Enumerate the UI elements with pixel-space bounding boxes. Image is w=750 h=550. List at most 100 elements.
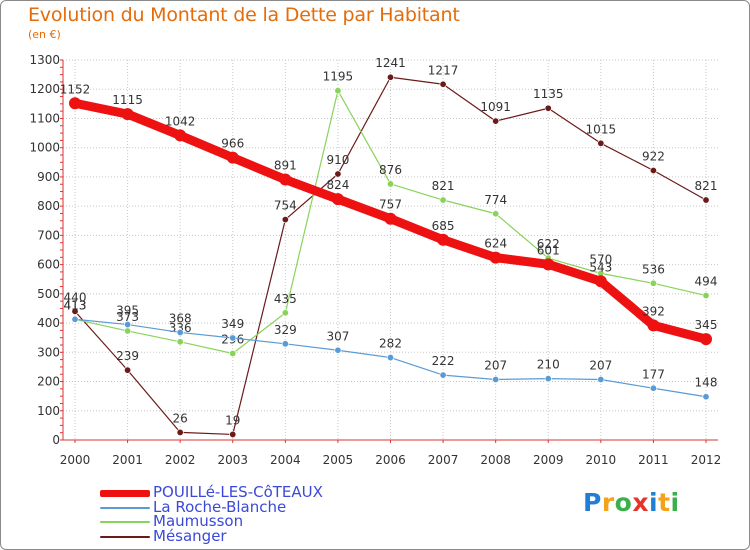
data-label: 910 [326,153,349,167]
data-label: 26 [173,411,188,425]
data-label: 1241 [375,56,406,70]
series-pouill-les-c-teaux: 1152 1115 1042 966 891 824 757 685 624 601 543 392 3… [60,82,717,346]
data-label: 570 [589,252,612,266]
data-point [281,340,289,348]
data-label: 754 [274,199,297,213]
data-label: 1042 [165,114,196,128]
x-tick-label: 2000 [60,453,91,467]
y-tick-label: 700 [37,228,60,242]
legend-swatch-maumusson [100,521,150,523]
logo-letter: o [614,488,633,517]
x-tick-label: 2008 [480,453,511,467]
x-tick-label: 2001 [112,453,143,467]
x-tick-label: 2011 [638,453,669,467]
data-point [281,216,289,224]
data-point [124,327,132,335]
data-label: 543 [589,260,612,274]
data-point [542,258,555,271]
data-label: 222 [432,354,455,368]
data-label: 413 [64,298,87,312]
data-point [384,212,397,225]
data-label: 1217 [428,63,459,77]
legend-label-maumusson: Maumusson [153,512,244,530]
data-point [702,292,710,300]
legend-label-mesanger: Mésanger [153,526,227,545]
data-point [279,173,292,186]
data-label: 413 [64,298,87,312]
data-point [439,80,447,88]
data-label: 210 [537,358,560,372]
logo-letter: r [601,488,615,517]
data-label: 966 [221,137,244,151]
data-label: 622 [537,237,560,251]
data-point [176,328,184,336]
data-point [281,309,289,317]
data-point [334,170,342,178]
data-label: 685 [432,219,455,233]
data-point [226,151,239,164]
y-tick-label: 1300 [29,53,60,67]
data-point [544,375,552,383]
x-tick-label: 2002 [165,453,196,467]
data-label: 1115 [112,93,143,107]
data-point [437,233,450,246]
data-point [700,333,712,346]
data-point [597,139,605,147]
data-label: 177 [642,367,665,381]
logo-letter: i [649,488,659,517]
data-label: 494 [695,275,718,289]
data-point [544,104,552,112]
data-point [174,129,187,142]
data-point [649,279,657,287]
data-label: 891 [274,159,297,173]
y-tick-label: 200 [37,375,60,389]
y-tick-label: 800 [37,199,60,213]
data-label: 1091 [480,100,511,114]
data-label: 395 [116,304,139,318]
x-tick-label: 2006 [375,453,406,467]
data-point [124,321,132,329]
x-tick-label: 2007 [428,453,459,467]
x-tick-label: 2010 [586,453,617,467]
data-label: 1015 [586,122,617,136]
data-point [334,346,342,354]
data-label: 922 [642,149,665,163]
x-tick-label: 2012 [691,453,722,467]
data-point [229,349,237,357]
y-tick-label: 400 [37,316,60,330]
data-label: 349 [221,317,244,331]
data-point [649,166,657,174]
y-tick-label: 0 [52,433,60,447]
data-point [69,97,81,110]
data-point [71,315,79,323]
chart-subtitle: (en €) [28,28,61,41]
data-point [334,87,342,95]
y-tick-label: 1200 [29,82,60,96]
data-point [331,193,344,206]
data-point [176,338,184,346]
data-point [492,375,500,383]
legend-label-pouille: POUILLé-LES-CôTEAUX [153,483,323,501]
data-label: 1195 [323,70,354,84]
legend-label-la-roche-blanche: La Roche-Blanche [153,497,287,516]
data-label: 821 [695,179,718,193]
chart-title: Evolution du Montant de la Dette par Hab… [28,4,460,26]
data-point [702,196,710,204]
y-tick-label: 300 [37,345,60,359]
data-point [71,307,79,315]
y-tick-label: 100 [37,404,60,418]
data-label: 19 [225,413,240,427]
data-label: 368 [169,311,192,325]
logo-letter: i [670,488,680,517]
y-tick-label: 900 [37,170,60,184]
data-point [492,117,500,125]
data-label: 148 [695,376,718,390]
data-point [229,430,237,438]
data-point [176,428,184,436]
logo-letter: x [632,488,649,517]
data-label: 207 [484,358,507,372]
logo-letter: P [583,488,602,517]
data-label: 307 [326,329,349,343]
data-label: 824 [326,178,349,192]
